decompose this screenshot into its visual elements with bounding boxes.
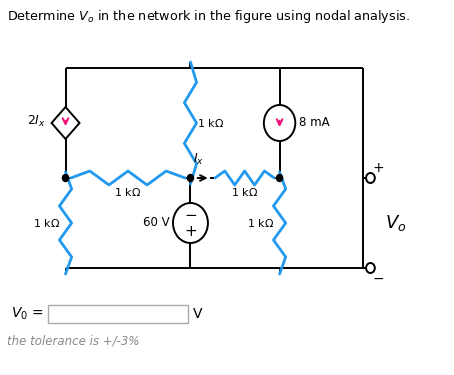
Text: 1 k$\Omega$: 1 k$\Omega$ (197, 117, 225, 129)
Text: $+$: $+$ (184, 225, 197, 240)
Text: $V_0$ =: $V_0$ = (11, 306, 44, 322)
Text: Determine $V_o$ in the network in the figure using nodal analysis.: Determine $V_o$ in the network in the fi… (7, 8, 410, 25)
Text: $-$: $-$ (184, 207, 197, 222)
Text: the tolerance is +/-3%: the tolerance is +/-3% (7, 335, 139, 348)
Text: 1 k$\Omega$: 1 k$\Omega$ (247, 217, 274, 229)
Text: 1 k$\Omega$: 1 k$\Omega$ (114, 186, 142, 198)
Text: $I_x$: $I_x$ (193, 152, 204, 167)
Text: V: V (193, 307, 202, 321)
Text: 1 k$\Omega$: 1 k$\Omega$ (33, 217, 60, 229)
Text: $V_o$: $V_o$ (385, 213, 407, 233)
Text: $-$: $-$ (372, 271, 385, 285)
Text: 1 k$\Omega$: 1 k$\Omega$ (231, 186, 258, 198)
Text: $+$: $+$ (372, 161, 385, 175)
Text: 8 mA: 8 mA (299, 117, 330, 129)
Text: 60 V: 60 V (143, 216, 169, 229)
Circle shape (188, 174, 193, 182)
Text: $2I_x$: $2I_x$ (27, 114, 46, 129)
Bar (48, 305, 188, 323)
Circle shape (63, 174, 69, 182)
Circle shape (276, 174, 283, 182)
